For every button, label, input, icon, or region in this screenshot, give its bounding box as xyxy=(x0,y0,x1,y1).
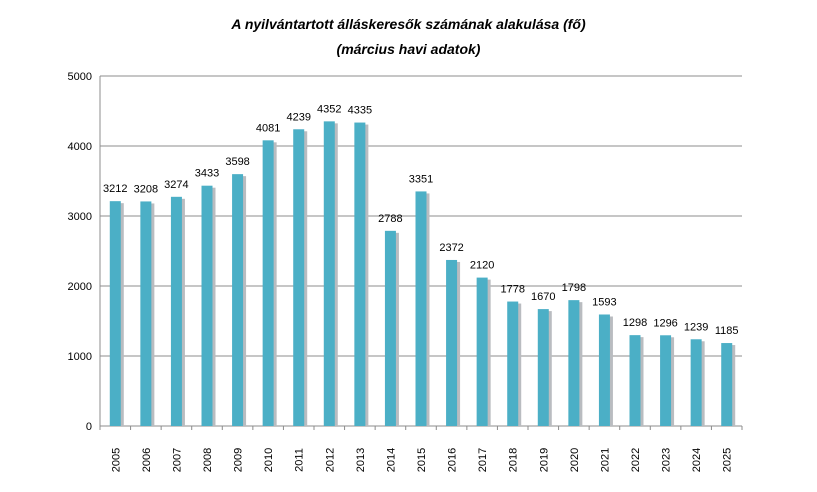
data-label: 1798 xyxy=(562,282,586,294)
x-tick-label: 2012 xyxy=(324,448,336,472)
bar xyxy=(293,129,305,426)
bar xyxy=(446,259,458,426)
x-tick-label: 2025 xyxy=(722,448,734,472)
data-label: 1298 xyxy=(623,317,647,329)
bar xyxy=(262,140,274,426)
x-tick-label: 2018 xyxy=(508,448,520,472)
x-tick-label: 2014 xyxy=(385,448,397,472)
bar xyxy=(323,121,335,427)
x-tick-label: 2008 xyxy=(202,448,214,472)
bar xyxy=(598,314,610,426)
x-tick-label: 2020 xyxy=(569,448,581,472)
data-label: 3598 xyxy=(225,156,249,168)
data-label: 3274 xyxy=(164,179,188,191)
bar xyxy=(354,122,366,427)
bar xyxy=(476,277,488,426)
data-label: 1593 xyxy=(592,296,616,308)
data-label: 3351 xyxy=(409,173,433,185)
y-tick-label: 5000 xyxy=(68,71,92,83)
y-tick-label: 4000 xyxy=(68,141,92,153)
data-label: 2788 xyxy=(378,213,402,225)
y-tick-label: 2000 xyxy=(68,281,92,293)
x-tick-label: 2010 xyxy=(263,448,275,472)
x-tick-label: 2013 xyxy=(355,448,367,472)
x-tick-label: 2015 xyxy=(416,448,428,472)
bar xyxy=(568,300,580,426)
bar xyxy=(201,185,213,426)
data-label: 4335 xyxy=(348,105,372,117)
data-label: 1670 xyxy=(531,291,555,303)
x-tick-label: 2009 xyxy=(233,448,245,472)
x-tick-label: 2021 xyxy=(599,448,611,472)
y-tick-label: 3000 xyxy=(68,211,92,223)
bar xyxy=(170,196,182,426)
data-label: 2120 xyxy=(470,260,494,272)
x-tick-label: 2006 xyxy=(141,448,153,472)
bar xyxy=(660,335,672,426)
data-label: 3208 xyxy=(134,183,158,195)
y-tick-label: 0 xyxy=(86,421,92,433)
x-tick-label: 2007 xyxy=(171,448,183,472)
chart-title: A nyilvántartott álláskeresők számának a… xyxy=(231,16,586,32)
data-label: 1296 xyxy=(653,317,677,329)
data-label: 4352 xyxy=(317,103,341,115)
x-tick-label: 2023 xyxy=(661,448,673,472)
bar xyxy=(537,309,549,426)
data-label: 3433 xyxy=(195,168,219,180)
data-label: 4081 xyxy=(256,122,280,134)
data-label: 3212 xyxy=(103,183,127,195)
x-tick-label: 2016 xyxy=(447,448,459,472)
chart-subtitle: (március havi adatok) xyxy=(336,41,481,57)
bar xyxy=(109,201,121,426)
x-tick-label: 2005 xyxy=(110,448,122,472)
bar xyxy=(232,174,244,426)
bar xyxy=(721,343,733,426)
bar xyxy=(140,201,152,426)
x-tick-label: 2011 xyxy=(294,448,306,472)
x-tick-label: 2022 xyxy=(630,448,642,472)
bar xyxy=(507,301,519,426)
x-tick-label: 2019 xyxy=(538,448,550,472)
bar xyxy=(629,335,641,426)
data-label: 1239 xyxy=(684,321,708,333)
data-label: 4239 xyxy=(286,111,310,123)
data-label: 1185 xyxy=(715,325,739,337)
y-tick-label: 1000 xyxy=(68,351,92,363)
data-label: 1778 xyxy=(500,284,524,296)
bar xyxy=(690,339,702,426)
bar xyxy=(415,191,427,426)
data-label: 2372 xyxy=(439,242,463,254)
x-tick-label: 2024 xyxy=(691,448,703,472)
x-tick-label: 2017 xyxy=(477,448,489,472)
bar xyxy=(384,230,396,426)
